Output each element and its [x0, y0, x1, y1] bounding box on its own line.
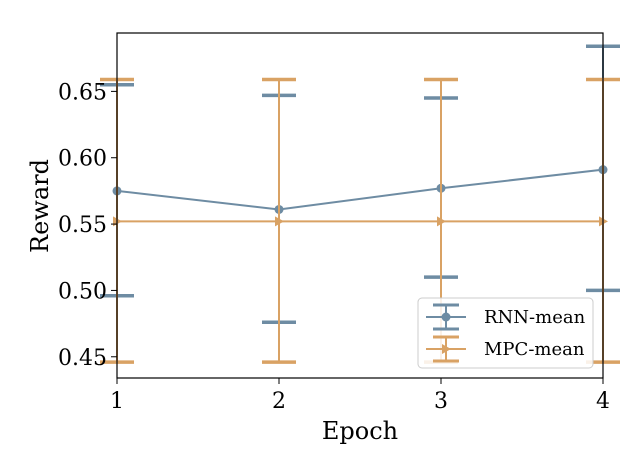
x-tick-label: 4 — [596, 389, 610, 414]
legend-label: RNN-mean — [484, 307, 586, 328]
legend-entry-MPC-mean: MPC-mean — [426, 335, 585, 363]
data-point — [437, 216, 446, 227]
data-point — [275, 216, 284, 227]
legend: RNN-mean MPC-mean — [417, 297, 594, 369]
plot-frame — [116, 32, 604, 379]
x-tick-label: 3 — [434, 389, 448, 414]
y-tick-label: 0.50 — [58, 279, 107, 304]
legend-entry-RNN-mean: RNN-mean — [426, 303, 586, 331]
x-tick-label: 1 — [110, 389, 124, 414]
y-tick-label: 0.55 — [58, 213, 107, 238]
y-tick-label: 0.60 — [58, 147, 107, 172]
legend-label: MPC-mean — [484, 339, 585, 360]
series-line — [116, 168, 604, 211]
legend-box — [417, 297, 594, 369]
legend-marker — [442, 344, 451, 354]
x-axis-label: Epoch — [322, 417, 398, 445]
legend-marker — [441, 312, 451, 322]
y-axis-label: Reward — [26, 159, 54, 253]
y-tick-label: 0.65 — [58, 80, 107, 105]
x-tick-label: 2 — [272, 389, 286, 414]
axes: 1 2 3 4 0.45 0.50 0.55 0.60 0.65 — [58, 80, 610, 414]
y-tick-label: 0.45 — [58, 346, 107, 371]
series-RNN-mean — [100, 44, 620, 325]
